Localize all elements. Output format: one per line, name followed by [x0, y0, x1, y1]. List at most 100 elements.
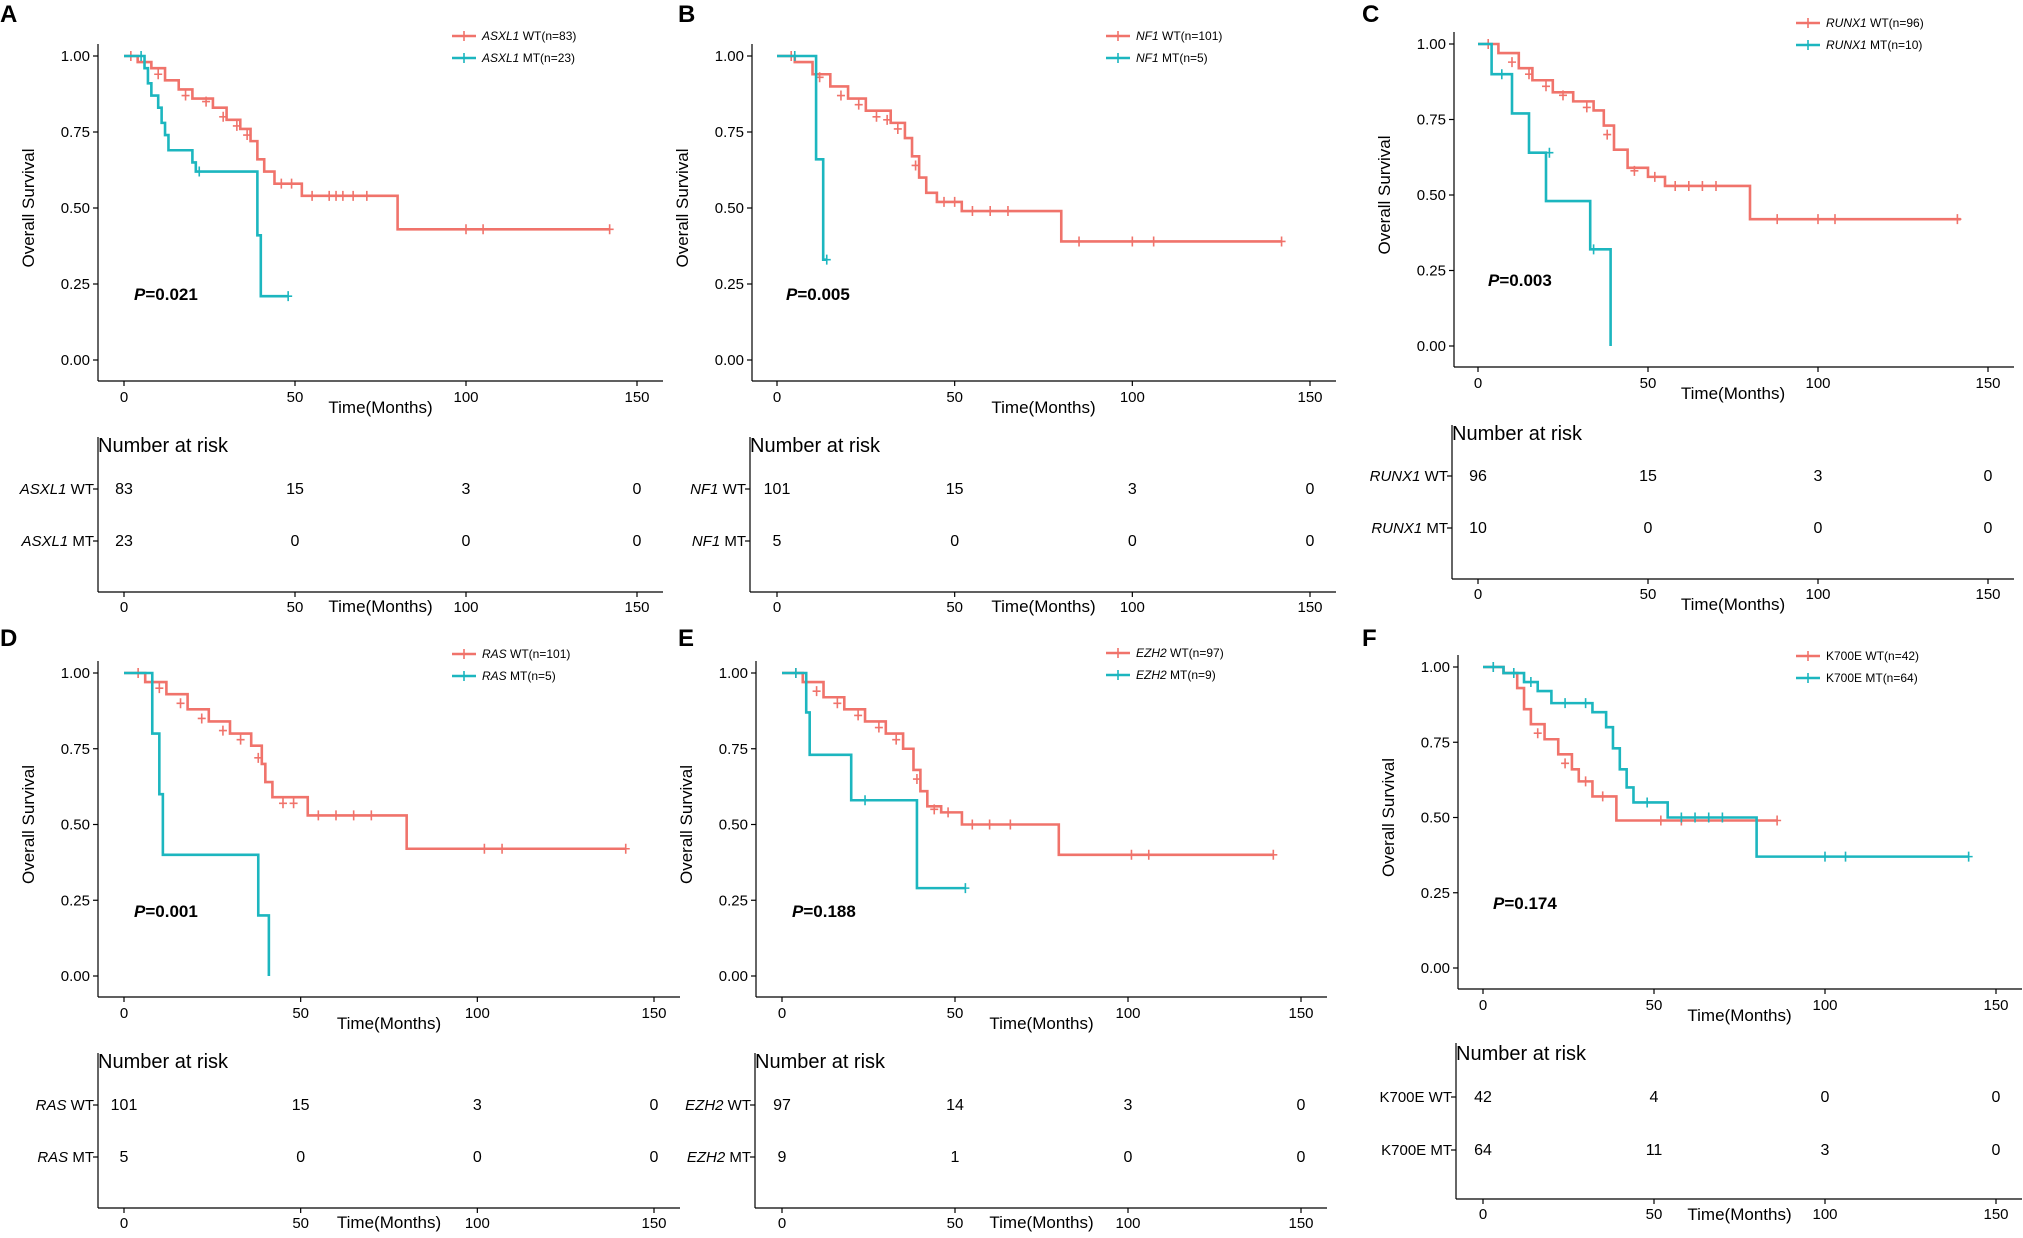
legend-censor-mark — [460, 53, 468, 63]
risk-x-axis-title: Time(Months) — [337, 1213, 441, 1232]
risk-row-label: RAS MT — [37, 1149, 94, 1166]
y-tick-label: 1.00 — [715, 48, 744, 65]
censor-mark — [883, 114, 892, 125]
x-tick-label: 50 — [1640, 375, 1657, 392]
risk-table-title: Number at risk — [1452, 423, 1583, 445]
censor-mark — [1581, 698, 1590, 709]
risk-row-label: RAS WT — [36, 1097, 94, 1114]
censor-mark — [1497, 69, 1506, 80]
panel-d: D0.000.250.500.751.000 50 100 150Time(Month… — [0, 625, 680, 1232]
censor-mark — [279, 798, 287, 809]
risk-cell: 0 — [1992, 1089, 2001, 1106]
risk-x-tick-label: 50 — [292, 1215, 309, 1232]
y-tick-label: 0.50 — [719, 817, 748, 834]
x-axis-title: Time(Months) — [1681, 384, 1785, 403]
legend-entry: ASXL1 WT(n=83) — [481, 29, 576, 43]
x-tick-label: 100 — [1805, 375, 1830, 392]
risk-cell: 3 — [473, 1097, 482, 1114]
panel-c: C0.000.250.500.751.000 50 100 150Time(Month… — [1362, 1, 2014, 614]
risk-row-label: NF1 WT — [690, 481, 746, 498]
risk-cell: 64 — [1474, 1142, 1492, 1159]
x-tick-label: 50 — [947, 1005, 964, 1022]
survival-curve-wt — [1478, 42, 1961, 221]
x-tick-label: 0 — [120, 389, 128, 406]
legend-censor-mark — [460, 671, 468, 681]
censor-mark — [1561, 698, 1570, 709]
risk-cell: 15 — [1639, 468, 1657, 485]
y-tick-label: 1.00 — [1417, 36, 1446, 53]
x-tick-label: 150 — [624, 389, 649, 406]
censor-mark — [912, 774, 921, 785]
risk-cell: 5 — [120, 1149, 129, 1166]
censor-mark — [277, 178, 286, 189]
panel-letter: E — [678, 625, 694, 652]
y-tick-label: 0.50 — [1417, 187, 1446, 204]
y-tick-label: 0.25 — [719, 892, 748, 909]
censor-mark — [1582, 102, 1591, 113]
censor-mark — [1581, 776, 1590, 787]
y-tick-label: 0.75 — [719, 741, 748, 758]
risk-x-tick-label: 100 — [465, 1215, 490, 1232]
censor-mark — [1821, 851, 1829, 862]
x-tick-label: 50 — [292, 1005, 309, 1022]
y-axis-title: Overall Survival — [673, 148, 692, 267]
x-axis-title: Time(Months) — [991, 398, 1095, 417]
risk-x-axis-title: Time(Months) — [989, 1213, 1093, 1232]
risk-x-tick-label: 0 — [773, 599, 781, 616]
risk-cell: 0 — [950, 533, 959, 550]
censor-mark — [961, 883, 970, 894]
x-tick-label: 100 — [1115, 1005, 1140, 1022]
x-tick-label: 150 — [1975, 375, 2000, 392]
risk-x-tick-label: 100 — [453, 599, 478, 616]
censor-mark — [314, 810, 323, 821]
risk-cell: 0 — [1128, 533, 1137, 550]
y-tick-label: 0.00 — [61, 352, 90, 369]
risk-x-tick-label: 100 — [1120, 599, 1145, 616]
risk-cell: 97 — [773, 1097, 791, 1114]
x-tick-label: 0 — [773, 389, 781, 406]
risk-cell: 15 — [286, 481, 304, 498]
y-tick-label: 1.00 — [61, 665, 90, 682]
censor-mark — [1671, 180, 1680, 191]
risk-x-axis-title: Time(Months) — [1681, 595, 1785, 614]
y-tick-label: 0.75 — [61, 124, 90, 141]
risk-cell: 0 — [1984, 468, 1993, 485]
x-tick-label: 150 — [641, 1005, 666, 1022]
legend-censor-mark — [1114, 53, 1122, 63]
censor-mark — [218, 725, 227, 736]
y-tick-label: 0.00 — [1421, 960, 1450, 977]
censor-mark — [1841, 851, 1850, 862]
risk-x-tick-label: 150 — [1297, 599, 1322, 616]
risk-cell: 0 — [462, 533, 471, 550]
censor-mark — [195, 166, 204, 177]
y-tick-label: 0.00 — [61, 968, 90, 985]
censor-mark — [930, 804, 939, 815]
risk-x-tick-label: 50 — [947, 1215, 964, 1232]
censor-mark — [892, 734, 901, 745]
panel-letter: A — [0, 1, 17, 28]
risk-cell: 83 — [115, 481, 133, 498]
censor-mark — [1149, 236, 1158, 247]
risk-row-label: NF1 MT — [692, 533, 746, 550]
risk-cell: 11 — [1646, 1142, 1663, 1159]
censor-mark — [332, 190, 341, 201]
survival-curve-mt — [1483, 665, 1969, 858]
censor-mark — [1656, 815, 1665, 826]
risk-cell: 0 — [296, 1149, 305, 1166]
risk-cell: 0 — [1644, 520, 1653, 537]
risk-cell: 0 — [1814, 520, 1823, 537]
censor-mark — [861, 795, 870, 806]
y-tick-label: 0.25 — [1417, 263, 1446, 280]
panel-b: B0.000.250.500.751.000 50 100 150Time(Month… — [673, 1, 1336, 616]
risk-table-title: Number at risk — [1456, 1043, 1587, 1065]
censor-mark — [1277, 236, 1286, 247]
censor-mark — [621, 843, 630, 854]
p-value: P=0.003 — [1488, 271, 1552, 290]
censor-mark — [1677, 812, 1686, 823]
x-tick-label: 0 — [778, 1005, 786, 1022]
censor-mark — [1718, 812, 1727, 823]
y-tick-label: 0.25 — [61, 276, 90, 293]
censor-mark — [1127, 849, 1136, 860]
x-tick-label: 100 — [465, 1005, 490, 1022]
x-tick-label: 50 — [946, 389, 963, 406]
